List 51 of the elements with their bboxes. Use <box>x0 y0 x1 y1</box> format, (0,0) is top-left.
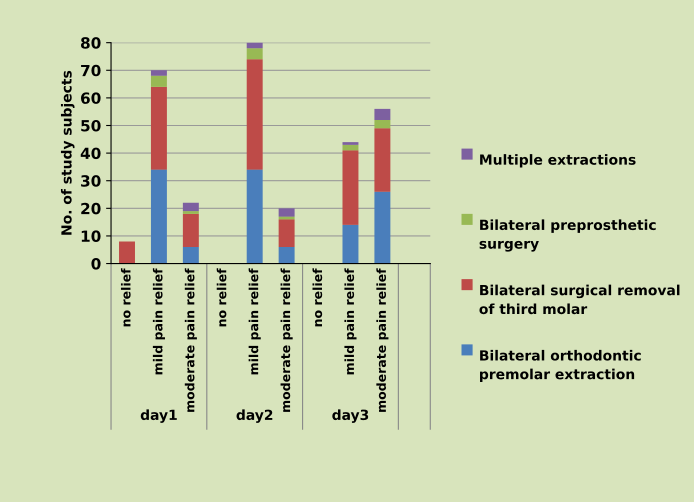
text: day3 <box>332 409 368 423</box>
bar <box>374 192 390 264</box>
bar <box>278 219 295 247</box>
x-tick-label: mild pain relief <box>152 268 165 374</box>
y-tick-label: 10 <box>82 230 101 242</box>
bar <box>342 142 358 145</box>
bar <box>278 216 295 220</box>
bar <box>150 70 167 76</box>
legend-label: Bilateral surgical removal of third molar <box>479 284 680 314</box>
y-tick-label: 60 <box>81 92 101 104</box>
bar <box>246 48 263 60</box>
bar <box>374 128 390 192</box>
bar <box>182 211 199 214</box>
x-tick-label: moderate pain relief <box>376 268 388 412</box>
bar <box>342 150 358 225</box>
y-tick-label: 30 <box>81 175 101 187</box>
y-tick-label: 80 <box>80 37 101 49</box>
bar <box>182 202 199 212</box>
bar <box>374 108 390 120</box>
bar <box>278 246 295 264</box>
bar <box>150 170 167 264</box>
bar <box>246 170 263 264</box>
bar <box>278 208 295 217</box>
y-tick-label: 0 <box>91 258 101 270</box>
y-tick-label: 40 <box>80 148 101 160</box>
x-tick-label: no relief <box>120 268 131 326</box>
y-tick-label: 70 <box>81 64 101 76</box>
x-tick-label: no relief <box>312 268 322 326</box>
x-tick-label: moderate pain relief <box>280 268 293 412</box>
bar <box>182 246 199 264</box>
x-tick-label: no relief <box>216 268 226 326</box>
bar <box>246 42 263 48</box>
y-axis-title: No. of study subjects <box>60 70 74 235</box>
text: day1 <box>140 409 177 423</box>
bar <box>119 241 135 264</box>
bar <box>374 120 390 128</box>
bar <box>182 214 199 247</box>
text: day2 <box>236 409 272 423</box>
legend-label: Multiple extractions <box>480 154 636 168</box>
bar <box>150 76 167 87</box>
legend-label: Bilateral orthodontic premolar extraction <box>480 350 641 382</box>
x-tick-label: mild pain relief <box>248 268 261 374</box>
bar <box>150 86 167 170</box>
legend-label: Bilateral preprosthetic surgery <box>480 219 656 252</box>
y-tick-label: 50 <box>81 120 101 132</box>
bar <box>342 224 358 264</box>
bar <box>342 144 358 150</box>
bar <box>246 59 263 170</box>
x-tick-label: mild pain relief <box>344 268 357 374</box>
y-tick-label: 20 <box>81 202 101 214</box>
x-tick-label: moderate pain relief <box>184 268 197 412</box>
